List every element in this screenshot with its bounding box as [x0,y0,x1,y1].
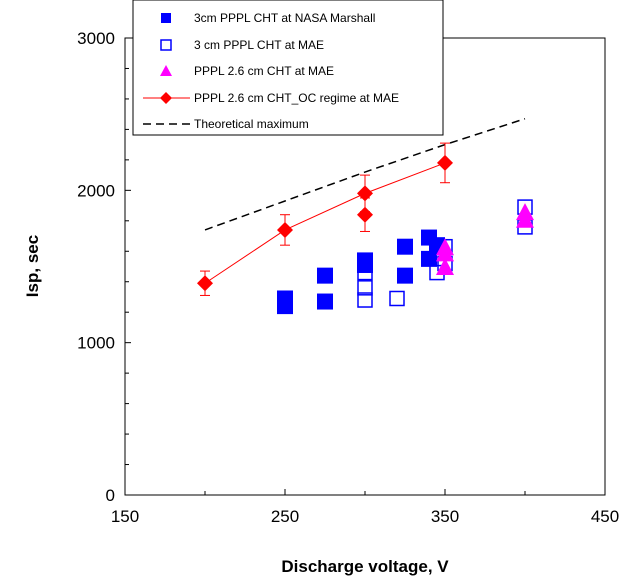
mae-2p6cm-point [436,258,454,276]
y-axis-title: Isp, sec [23,235,42,297]
y-tick-label: 1000 [77,334,115,353]
nasa-marshall-point [277,290,293,307]
oc-regime-line [204,162,446,284]
y-tick-label: 0 [106,486,115,505]
legend-swatch-marker [160,39,172,51]
oc-regime-point [437,154,453,171]
oc-regime-point [197,275,213,292]
oc-regime-point [357,206,373,223]
mae-3cm-point [389,290,405,307]
legend-label: Theoretical maximum [194,117,309,131]
legend-swatch-marker [160,92,172,104]
axis-ticks: 150 250 350 450 0 1000 2000 3000 [77,29,619,526]
y-tick-label: 2000 [77,181,115,200]
mae-3cm-point [357,264,373,281]
nasa-marshall-point [397,238,413,255]
nasa-marshall-point [357,252,373,269]
legend-swatch-marker [161,13,171,23]
x-tick-label: 450 [591,507,619,526]
legend-label: 3 cm PPPL CHT at MAE [194,38,324,52]
nasa-marshall-point [317,267,333,284]
y-tick-label: 3000 [77,29,115,48]
mae-3cm-point [357,292,373,308]
theoretical-maximum-line [204,118,526,231]
mae-2p6cm-point [436,238,454,256]
legend-label: 3cm PPPL CHT at NASA Marshall [194,11,375,25]
legend-box [132,0,444,136]
x-axis-title: Discharge voltage, V [281,557,449,576]
mae-2p6cm-point [516,203,534,221]
mae-3cm-point [357,280,373,296]
nasa-marshall-point [397,267,413,284]
nasa-marshall-point [421,250,437,267]
x-tick-label: 150 [111,507,139,526]
legend-label: PPPL 2.6 cm CHT_OC regime at MAE [194,91,399,105]
x-tick-label: 350 [431,507,459,526]
x-tick-label: 250 [271,507,299,526]
oc-regime-point [277,221,293,238]
legend: 3cm PPPL CHT at NASA Marshall 3 cm PPPL C… [132,0,444,136]
legend-label: PPPL 2.6 cm CHT at MAE [194,64,334,78]
nasa-marshall-point [317,293,333,310]
legend-swatch-marker [160,65,172,76]
theoretical-maximum-series [204,118,526,231]
oc-regime-series [197,142,453,296]
legend-items: 3cm PPPL CHT at NASA Marshall 3 cm PPPL C… [143,11,399,131]
oc-regime-point [357,185,373,202]
mae-2p6cm-series [436,203,534,276]
